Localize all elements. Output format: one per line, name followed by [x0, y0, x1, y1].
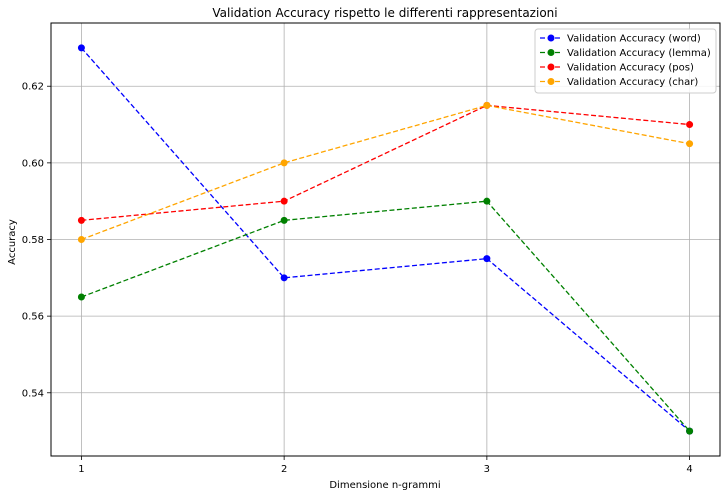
series-line — [81, 104, 690, 241]
x-axis-label: Dimensione n-grammi — [329, 480, 440, 491]
y-tick-label: 0.56 — [22, 312, 44, 323]
x-tick-label: 4 — [686, 464, 692, 475]
y-tick-label: 0.62 — [22, 82, 44, 93]
data-point — [483, 101, 491, 109]
series-1 — [77, 197, 694, 435]
data-point — [280, 274, 288, 282]
data-point — [77, 44, 85, 52]
legend-marker — [547, 34, 555, 42]
series-layer — [77, 44, 694, 435]
data-point — [280, 159, 288, 167]
data-point — [280, 197, 288, 205]
legend-item: Validation Accuracy (word) — [540, 34, 701, 45]
series-3 — [77, 101, 694, 243]
legend-label: Validation Accuracy (word) — [567, 34, 701, 45]
legend-box — [534, 28, 717, 94]
legend-marker — [547, 78, 555, 85]
data-point — [77, 236, 85, 243]
x-tick-label: 1 — [78, 464, 84, 475]
legend-marker — [547, 49, 555, 56]
data-point — [686, 140, 694, 148]
grid-lines — [51, 23, 720, 456]
series-line — [81, 200, 691, 432]
data-point — [483, 255, 491, 263]
y-tick-label: 0.54 — [22, 388, 44, 399]
data-point — [77, 293, 85, 301]
legend-item: Validation Accuracy (pos) — [540, 63, 694, 74]
legend-item: Validation Accuracy (char) — [540, 77, 698, 88]
x-tick-label: 3 — [484, 464, 490, 475]
series-line — [80, 47, 691, 432]
legend-label: Validation Accuracy (pos) — [567, 63, 694, 74]
chart-title: Validation Accuracy rispetto le differen… — [212, 6, 557, 20]
data-point — [280, 216, 288, 224]
legend-marker — [547, 63, 555, 71]
y-tick-label: 0.60 — [22, 158, 44, 169]
data-point — [77, 216, 85, 224]
legend-label: Validation Accuracy (char) — [567, 77, 698, 88]
x-axis: 1 2 3 4 — [78, 456, 693, 475]
y-axis: 0.54 0.56 0.58 0.60 0.62 — [22, 82, 51, 399]
legend: Validation Accuracy (word) Validation Acc… — [534, 28, 717, 94]
y-tick-label: 0.58 — [22, 235, 44, 246]
data-point — [483, 197, 491, 205]
series-line — [81, 104, 690, 221]
data-point — [686, 121, 694, 129]
legend-label: Validation Accuracy (lemma) — [567, 48, 711, 59]
data-point — [686, 427, 694, 435]
x-tick-label: 2 — [281, 464, 287, 475]
legend-item: Validation Accuracy (lemma) — [540, 48, 711, 59]
y-axis-label: Accuracy — [7, 219, 18, 265]
